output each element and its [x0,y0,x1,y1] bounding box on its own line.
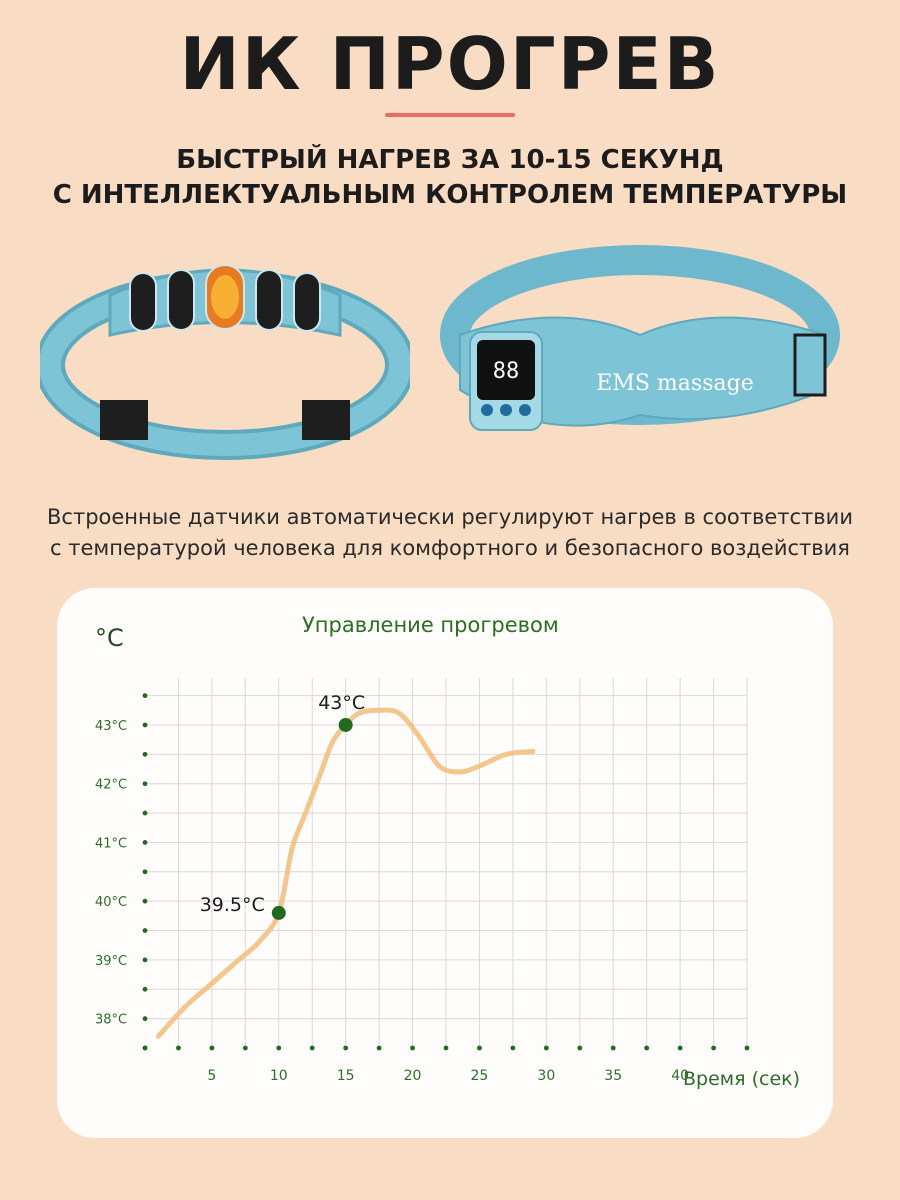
y-axis-dot [142,840,148,845]
x-axis-dot [610,1045,616,1051]
chart-grid [145,678,748,1048]
x-tick-label: 40 [671,1068,689,1084]
x-axis-dot [209,1045,215,1051]
annotations: 39.5°C 43°C [200,692,365,920]
chart-card: Управление прогревом °C Время (сек) 38°C… [57,588,833,1138]
y-axis-dot [142,898,148,904]
y-axis-dot [142,781,148,787]
x-tick-label: 25 [471,1068,489,1084]
y-tick-label: 38°C [95,1013,127,1028]
x-axis-dot [543,1045,549,1051]
series-group [155,707,536,1039]
x-axis-dot [176,1045,181,1051]
y-axis-dot [142,869,148,875]
x-axis-dot [276,1045,282,1051]
subtitle-line-1: БЫСТРЫЙ НАГРЕВ ЗА 10-15 СЕКУНД [176,145,724,175]
y-tick-label: 43°C [95,719,127,734]
x-axis-dot [510,1045,516,1051]
y-tick-labels: 38°C 39°C 40°C 41°C 42°C 43°C [95,719,127,1028]
x-tick-label: 15 [337,1068,355,1084]
x-tick-label: 30 [537,1068,555,1084]
device-brand-text: EMS massage [596,371,753,396]
chart-title: Управление прогревом [302,613,559,637]
y-tick-label: 42°C [95,778,127,793]
x-axis-dot [477,1045,482,1051]
data-point-marker [271,905,286,920]
y-axis-unit: °C [95,624,124,652]
belt-inner-image [40,264,410,460]
x-axis-dot [644,1045,650,1051]
series-line [155,707,536,1039]
subtitle-line-2: С ИНТЕЛЛЕКТУАЛЬНЫМ КОНТРОЛЕМ ТЕМПЕРАТУРЫ [52,180,848,210]
y-tick-label: 39°C [95,954,127,969]
x-tick-label: 5 [207,1068,216,1084]
x-axis-dot [443,1045,449,1051]
x-axis-dot [677,1045,683,1051]
y-axis-dot [142,810,148,816]
device-display: 88 [493,359,520,384]
axis-dots [142,693,750,1051]
x-tick-labels: 5 10 15 20 25 30 35 40 [207,1068,689,1084]
data-point-label: 43°C [318,692,365,714]
x-axis-dot [410,1045,415,1051]
x-axis-dot [309,1045,315,1051]
x-axis-dot [376,1045,382,1051]
x-axis-dot [242,1045,248,1051]
y-axis-dot [142,693,148,699]
description-line-1: Встроенные датчики автоматически регулир… [47,505,853,529]
y-axis-dot [142,722,148,728]
y-tick-label: 40°C [95,895,127,910]
y-axis-dot [142,1045,148,1051]
x-axis-dot [343,1045,349,1051]
y-axis-dot [142,1016,148,1022]
y-tick-label: 41°C [95,836,127,851]
belt-outer-image: 88 EMS massage [440,245,840,431]
x-axis-label: Время (сек) [683,1068,800,1090]
temperature-chart: Управление прогревом °C Время (сек) 38°C… [95,613,800,1090]
description-line-2: с температурой человека для комфортного … [50,536,850,560]
x-tick-label: 35 [604,1068,622,1084]
x-tick-label: 10 [270,1068,288,1084]
page-title: ИК ПРОГРЕВ [179,22,721,106]
y-axis-dot [142,928,148,933]
y-axis-dot [142,751,148,757]
y-axis-dot [142,986,148,992]
y-axis-dot [142,957,148,963]
title-underline [385,113,515,117]
x-axis-dot [577,1045,583,1051]
x-axis-dot [711,1045,716,1051]
data-point-marker [338,717,353,732]
data-point-label: 39.5°C [200,894,265,916]
x-axis-dot [744,1045,750,1051]
x-tick-label: 20 [404,1068,422,1084]
